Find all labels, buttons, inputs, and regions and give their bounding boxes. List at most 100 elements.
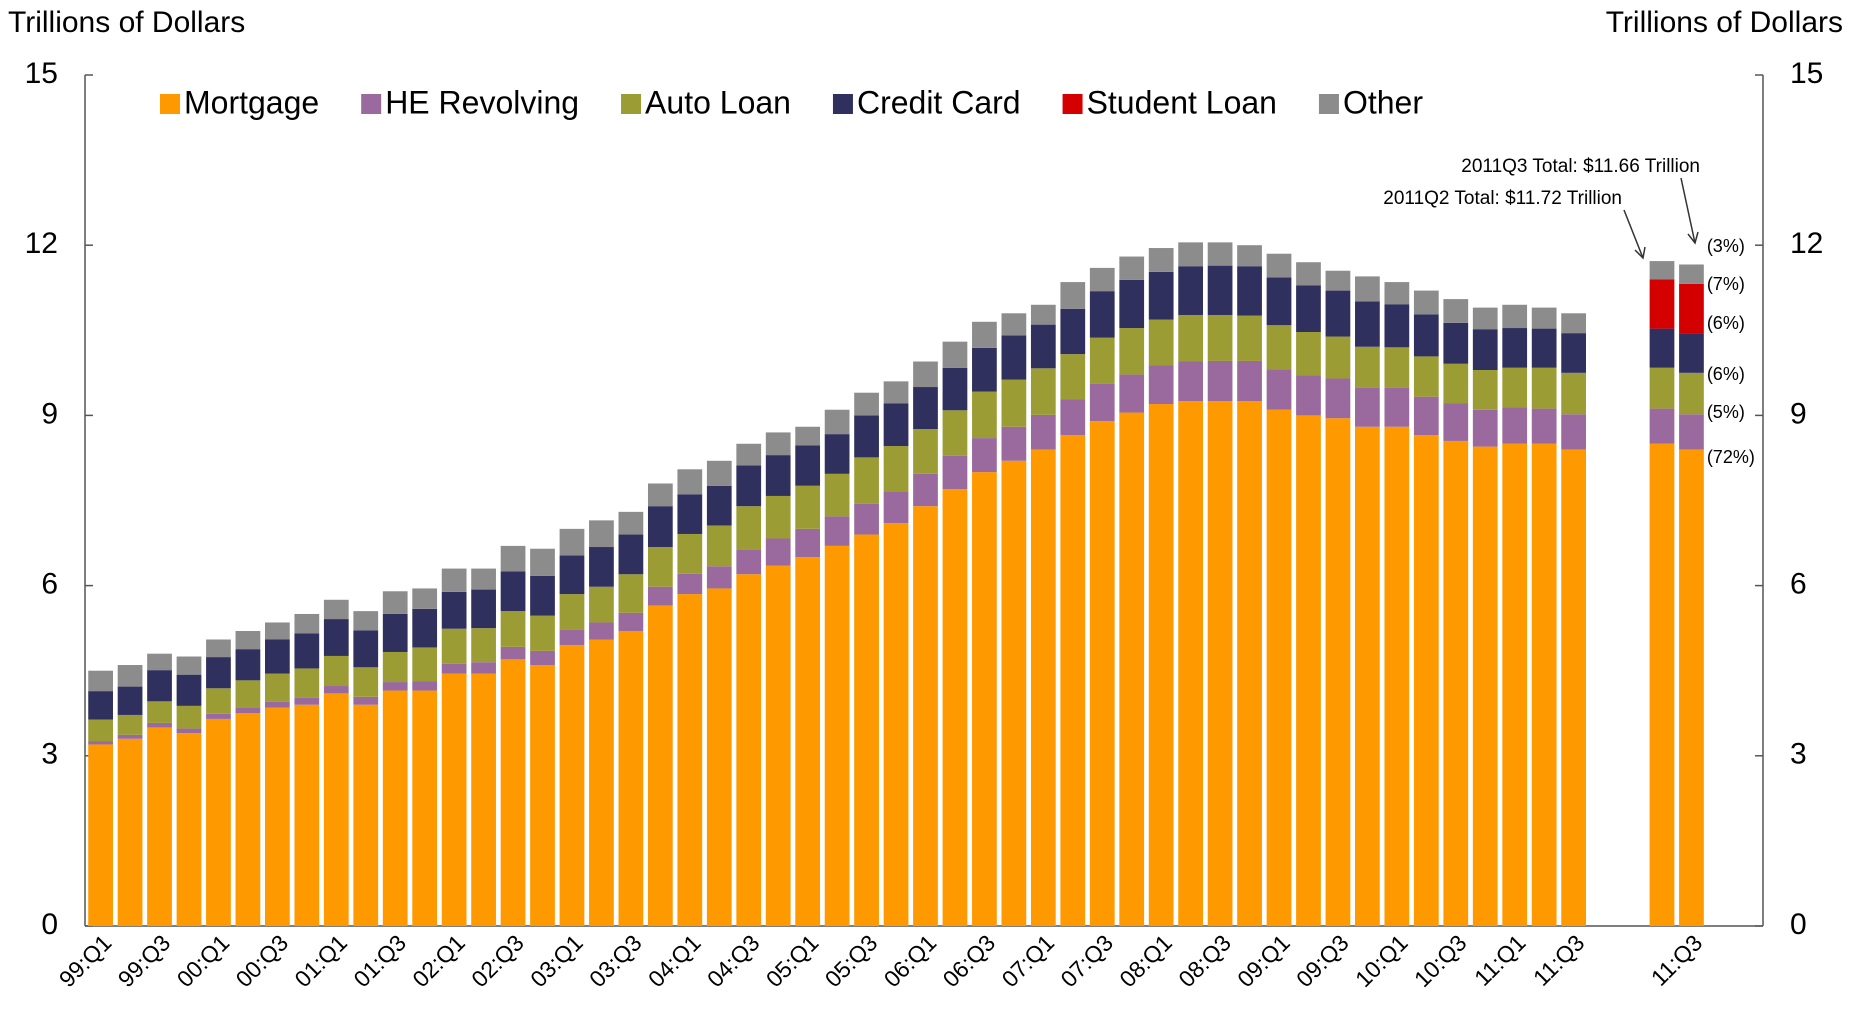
bar-segment — [1148, 404, 1174, 926]
bar-segment — [589, 547, 614, 587]
bar-segment — [1561, 372, 1586, 415]
bar-segment — [647, 483, 673, 507]
bar-segment — [559, 528, 585, 556]
bar-segment — [1561, 449, 1586, 926]
bar-segment — [471, 662, 496, 674]
bar-segment — [471, 673, 496, 926]
bar-segment — [176, 728, 202, 734]
bar-segment — [412, 681, 438, 691]
bar-segment — [765, 455, 791, 496]
bar-segment — [1384, 347, 1410, 388]
y-tick-label: 15 — [25, 57, 58, 90]
bar-segment — [795, 485, 821, 529]
arrow — [1623, 209, 1644, 259]
bar-segment — [88, 744, 113, 926]
bar-segment — [736, 574, 762, 926]
bar-segment — [1001, 379, 1027, 427]
bar-segment — [1649, 367, 1675, 409]
bar-segment — [647, 547, 673, 587]
share-label: (3%) — [1707, 236, 1745, 256]
bar-segment — [1148, 319, 1174, 366]
bar-segment — [913, 361, 938, 388]
bar-segment — [942, 341, 968, 368]
bar-segment — [677, 573, 703, 595]
x-tick-label: 06:Q1 — [879, 929, 942, 992]
y2-axis-title: Trillions of Dollars — [1606, 6, 1843, 39]
bar-segment — [1178, 266, 1204, 315]
bar-segment — [972, 321, 997, 348]
bar-segment — [1148, 271, 1174, 320]
bar-segment — [1355, 346, 1380, 388]
bar-segment — [618, 612, 644, 631]
bar-segment — [883, 381, 909, 404]
bar-segment — [412, 608, 438, 648]
bar-segment — [559, 645, 585, 926]
bar-segment — [1001, 313, 1027, 336]
bar-segment — [294, 613, 320, 634]
bar-segment — [206, 713, 231, 719]
x-tick-label: 10:Q3 — [1409, 929, 1472, 992]
bar-segment — [647, 605, 673, 926]
bar-segment — [1119, 279, 1145, 329]
bar-segment — [765, 432, 791, 456]
x-tick-label: 04:Q3 — [702, 929, 765, 992]
bar-segment — [500, 611, 526, 647]
bar-segment — [265, 701, 290, 708]
legend-swatch — [361, 94, 382, 114]
bar-segment — [706, 566, 732, 589]
bar-segment — [323, 619, 349, 656]
bar-segment — [147, 727, 172, 926]
y-tick-label: 12 — [25, 227, 58, 260]
bar-segment — [1649, 261, 1675, 280]
bar-segment — [972, 347, 997, 392]
bar-segment — [1502, 443, 1528, 926]
bar-segment — [323, 686, 349, 694]
y2-tick-label: 15 — [1790, 57, 1823, 90]
legend-swatch — [1062, 94, 1083, 114]
bar-segment — [1472, 307, 1498, 330]
x-tick-label: 02:Q3 — [466, 929, 529, 992]
bar-segment — [1178, 401, 1204, 926]
bar-segment — [323, 655, 349, 687]
bar-segment — [1296, 285, 1321, 333]
bar-segment — [382, 613, 408, 652]
bar-segment — [1531, 328, 1557, 368]
bar-segment — [1207, 314, 1233, 361]
share-label: (6%) — [1707, 364, 1745, 384]
bar-segment — [1266, 253, 1292, 278]
bar-segment — [972, 438, 997, 473]
bar-segment — [1679, 283, 1704, 334]
bar-segment — [1266, 409, 1292, 926]
bar-segment — [1089, 291, 1115, 338]
bar-segment — [117, 714, 143, 735]
y-tick-label: 6 — [41, 568, 58, 601]
bar-segment — [1649, 328, 1675, 368]
arrow-head — [1687, 231, 1699, 245]
bar-segment — [706, 525, 732, 567]
x-tick-label: 04:Q1 — [643, 929, 706, 992]
x-tick-label: 05:Q1 — [761, 929, 824, 992]
bar-segment — [1119, 328, 1145, 375]
bar-segment — [441, 568, 467, 592]
x-tick-label: 06:Q3 — [938, 929, 1001, 992]
legend-label: Mortgage — [184, 84, 319, 120]
bar-segment — [441, 628, 467, 664]
bar-segment — [1178, 242, 1204, 267]
bar-segment — [1237, 315, 1262, 361]
bar-segment — [530, 575, 555, 616]
bar-segment — [618, 574, 644, 613]
bar-segment — [147, 701, 172, 723]
bar-segment — [265, 622, 290, 640]
legend-label: Credit Card — [857, 84, 1021, 120]
bar-segment — [1001, 426, 1027, 461]
bar-segment — [883, 446, 909, 492]
bar-segment — [736, 465, 762, 507]
bar-segment — [1089, 267, 1115, 292]
bar-segment — [1679, 372, 1704, 415]
bar-segment — [913, 429, 938, 474]
bar-segment — [765, 538, 791, 566]
bar-segment — [88, 741, 113, 745]
x-tick-label: 09:Q1 — [1232, 929, 1295, 992]
bar-segment — [824, 409, 850, 435]
bar-segment — [1296, 375, 1321, 416]
